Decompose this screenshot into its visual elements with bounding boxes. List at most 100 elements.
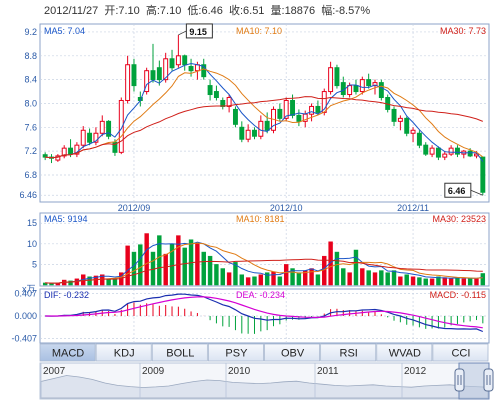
candle-body [347, 85, 353, 96]
price-y-tick: 6.8 [24, 170, 37, 180]
volume-y-tick: 10 [27, 239, 37, 249]
header: 2012/11/27 开:7.10 高:7.10 低:6.46 收:6.51 量… [44, 3, 370, 17]
volume-value: 18876 [285, 5, 316, 17]
high-price-annotation: 9.15 [178, 23, 213, 39]
tab-obv[interactable]: OBV [264, 343, 321, 362]
candle-body [163, 58, 169, 81]
tab-cci-background[interactable] [432, 343, 489, 362]
change-label: 幅 [321, 4, 332, 17]
volume-bar [163, 253, 168, 286]
candle-body [207, 85, 213, 96]
tab-wvad-label: WVAD [389, 348, 421, 360]
tab-boll-background[interactable] [151, 343, 208, 362]
candle-body [359, 79, 365, 93]
timeline-left-handle-shape[interactable] [454, 368, 465, 392]
price-y-tick: 8.8 [24, 51, 37, 61]
low-value: 6.46 [201, 5, 222, 17]
price-ma5-label: MA5: 7.04 [44, 26, 85, 36]
candle-body [391, 108, 397, 122]
volume-bar [157, 235, 162, 286]
volume-bar [277, 276, 283, 286]
candle-body [156, 67, 162, 81]
volume-bar [201, 251, 206, 286]
volume-bar [176, 235, 181, 286]
tab-cci[interactable]: CCI [432, 343, 489, 362]
tab-kdj-background[interactable] [95, 343, 152, 362]
price-y-tick: 8.0 [24, 98, 37, 108]
volume-bar [467, 277, 473, 286]
candle-body [296, 114, 302, 122]
volume-bar [93, 275, 99, 286]
tab-boll[interactable]: BOLL [151, 343, 208, 362]
volume-bar [252, 276, 257, 286]
volume-bar [258, 274, 264, 286]
tab-wvad-background[interactable] [376, 343, 433, 362]
price-x-axis: 2012/09 2012/10 2012/11 [118, 203, 429, 213]
macd-y-tick: 0.407 [14, 288, 37, 298]
volume-label: 量 [271, 4, 282, 17]
candle-body [328, 67, 334, 93]
candle-body [118, 99, 124, 153]
volume-bar [442, 277, 447, 286]
tab-macd[interactable]: MACD [39, 343, 96, 362]
timeline-navigator: 2007 2009 2010 2011 2012 [39, 362, 494, 400]
candle-body [182, 55, 188, 66]
candle-body [423, 144, 429, 155]
volume-bar [264, 272, 270, 286]
tab-obv-label: OBV [281, 348, 305, 360]
candle-body [188, 66, 194, 72]
tab-psy-background[interactable] [207, 343, 264, 362]
volume-bar [372, 272, 378, 286]
tab-psy[interactable]: PSY [207, 343, 264, 362]
macd-y-tick: 0.000 [14, 311, 37, 321]
volume-bar [429, 278, 435, 286]
price-x-tick: 2012/11 [397, 203, 429, 213]
candle-body [309, 105, 315, 115]
dea-line [45, 296, 483, 329]
candle-body [55, 155, 61, 161]
volume-y-tick: 15 [27, 218, 37, 228]
volume-panel: 15 10 5 MA5: 9194 MA10: 8181 MA30: 23523 x… [22, 212, 490, 294]
volume-bar [436, 276, 441, 286]
volume-ma10-label: MA10: 8181 [236, 214, 285, 224]
tab-rsi[interactable]: RSI [320, 343, 377, 362]
tab-psy-label: PSY [225, 348, 248, 360]
tab-cci-label: CCI [451, 348, 470, 360]
timeline-year-label: 2009 [142, 366, 165, 377]
candle-body [410, 129, 416, 134]
volume-bar [385, 272, 390, 286]
tab-obv-background[interactable] [264, 343, 321, 362]
timeline-right-handle-shape[interactable] [483, 368, 494, 392]
timeline-right-handle[interactable] [483, 368, 494, 392]
candle-body [131, 64, 137, 87]
candle-body [448, 147, 454, 155]
volume-unit-label: x万 [22, 284, 36, 294]
candle-body [68, 147, 74, 155]
tab-macd-background[interactable] [39, 343, 96, 362]
tab-kdj[interactable]: KDJ [95, 343, 152, 362]
volume-ma10-line [45, 242, 483, 284]
price-y-tick: 8.4 [24, 75, 37, 85]
price-ma10-label: MA10: 7.10 [236, 26, 282, 36]
candle-body [353, 85, 359, 93]
volume-bar [226, 272, 232, 286]
volume-bar [461, 278, 467, 286]
candle-body [378, 82, 384, 99]
volume-bar [328, 241, 333, 286]
volume-y-tick: 5 [32, 259, 37, 269]
tab-macd-label: MACD [52, 348, 84, 360]
high-price-text: 9.15 [189, 27, 207, 37]
price-ma5-line [45, 62, 484, 162]
candle-body [213, 91, 219, 99]
candle-body [80, 129, 86, 146]
dif-line [45, 293, 484, 333]
price-y-axis: 9.2 8.8 8.4 8.0 7.6 7.2 6.8 6.46 [19, 27, 37, 200]
macd-lines [45, 293, 484, 333]
tab-wvad[interactable]: WVAD [376, 343, 433, 362]
price-y-tick: 7.6 [24, 122, 37, 132]
volume-bar [100, 274, 105, 286]
volume-bar [195, 243, 200, 286]
timeline-left-handle[interactable] [454, 368, 465, 392]
candle-body [264, 120, 270, 131]
tab-rsi-background[interactable] [320, 343, 377, 362]
